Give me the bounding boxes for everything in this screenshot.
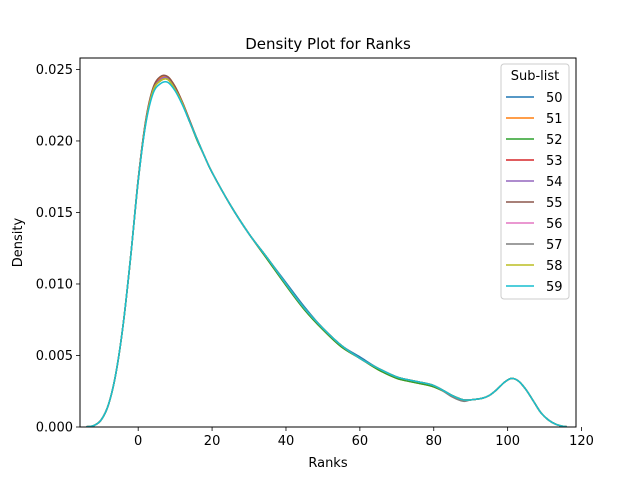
legend-items: 50 51 52 53 54 55 56 57 58 59 <box>506 91 563 295</box>
y-tick-label: 0.015 <box>36 206 73 221</box>
legend-label-57: 57 <box>546 238 563 253</box>
legend-label-53: 53 <box>546 154 563 169</box>
legend-label-52: 52 <box>546 133 563 148</box>
x-tick-label: 120 <box>569 434 594 449</box>
x-tick-label: 100 <box>495 434 520 449</box>
series-line-53 <box>86 76 567 428</box>
chart-title: Density Plot for Ranks <box>245 35 411 53</box>
y-tick-label: 0.010 <box>36 277 73 292</box>
x-tick-label: 0 <box>134 434 142 449</box>
x-axis-label: Ranks <box>308 456 347 471</box>
series-line-56 <box>86 78 567 428</box>
y-tick-label: 0.020 <box>36 134 73 149</box>
legend-label-51: 51 <box>546 112 563 127</box>
legend-label-59: 59 <box>546 280 563 295</box>
legend-label-54: 54 <box>546 175 563 190</box>
series-line-54 <box>86 76 567 428</box>
x-tick-label: 60 <box>352 434 369 449</box>
series-line-58 <box>86 78 567 428</box>
series-line-50 <box>86 76 567 428</box>
y-axis-label: Density <box>11 217 26 267</box>
y-tick-label: 0.000 <box>36 421 73 436</box>
series-line-57 <box>86 78 567 428</box>
y-axis: 0.000 0.005 0.010 0.015 0.020 0.025 <box>36 63 80 436</box>
series-line-55 <box>86 74 567 428</box>
y-tick-label: 0.005 <box>36 349 73 364</box>
series-line-59 <box>86 80 567 428</box>
x-tick-label: 80 <box>425 434 442 449</box>
legend-title: Sub-list <box>511 69 560 84</box>
x-tick-label: 40 <box>278 434 295 449</box>
legend-label-56: 56 <box>546 217 563 232</box>
x-tick-label: 20 <box>204 434 221 449</box>
legend-box <box>500 63 570 300</box>
legend-label-55: 55 <box>546 196 563 211</box>
x-axis: 0 20 40 60 80 100 120 <box>134 427 594 449</box>
series-line-51 <box>86 75 567 428</box>
legend-label-50: 50 <box>546 91 563 106</box>
legend-label-58: 58 <box>546 259 563 274</box>
plot-frame <box>79 57 577 428</box>
series-layer <box>86 74 567 428</box>
series-line-52 <box>86 78 567 428</box>
y-tick-label: 0.025 <box>36 63 73 78</box>
legend: Sub-list 50 51 52 53 54 55 56 57 58 59 <box>500 63 570 300</box>
